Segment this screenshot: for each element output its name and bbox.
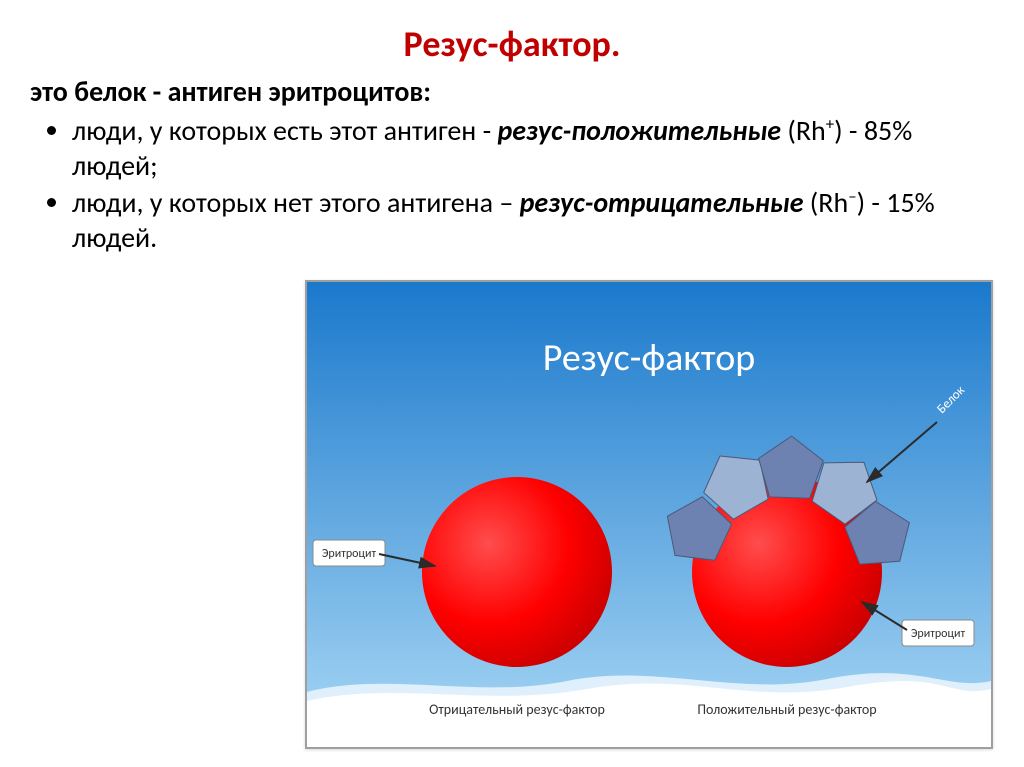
caption-positive: Положительный резус-фактор [697, 701, 876, 718]
bullet-1: люди, у которых есть этот антиген - резу… [72, 113, 994, 183]
bullet-1-post1: (Rh [781, 113, 826, 148]
slide-title: Резус-фактор. [30, 22, 994, 66]
diagram-container: Резус-факторЭритроцитБелокЭритроцитОтриц… [305, 280, 993, 749]
bullet-2: люди, у которых нет этого антигена – рез… [72, 185, 994, 255]
bullet-2-em: резус-отрицательные [520, 185, 804, 220]
bullet-1-em: резус-положительные [498, 113, 782, 148]
bullet-2-pre: люди, у которых нет этого антигена – [72, 185, 520, 220]
bullet-list: люди, у которых есть этот антиген - резу… [50, 113, 994, 255]
diagram-title: Резус-фактор [543, 335, 755, 381]
bullet-2-sup: – [848, 186, 856, 207]
slide: Резус-фактор. это белок - антиген эритро… [0, 0, 1024, 767]
bullet-2-post1: (Rh [803, 185, 848, 220]
svg-text:Эритроцит: Эритроцит [322, 547, 377, 561]
erythrocyte-negative [422, 477, 612, 667]
bullet-1-pre: люди, у которых есть этот антиген - [72, 113, 498, 148]
caption-negative: Отрицательный резус-фактор [429, 701, 605, 718]
svg-text:Эритроцит: Эритроцит [911, 627, 966, 641]
bullet-1-sup: + [826, 114, 834, 135]
subheading: это белок - антиген эритроцитов: [30, 74, 994, 109]
rh-factor-diagram: Резус-факторЭритроцитБелокЭритроцитОтриц… [307, 282, 991, 747]
